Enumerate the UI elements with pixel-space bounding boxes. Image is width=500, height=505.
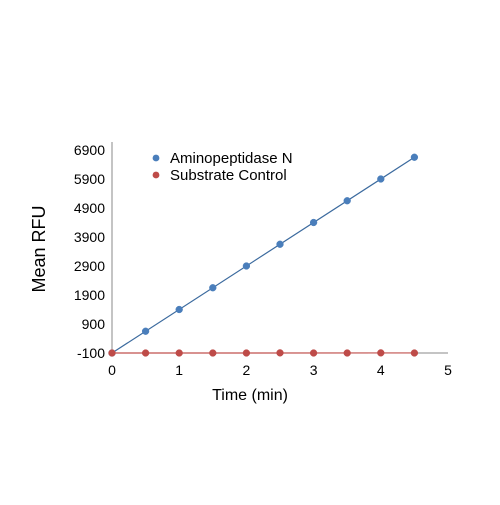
x-tick-label: 1 xyxy=(175,362,183,378)
data-point xyxy=(377,349,384,356)
data-point xyxy=(310,219,317,226)
data-point xyxy=(277,241,284,248)
data-point xyxy=(377,176,384,183)
y-tick-label: 5900 xyxy=(74,171,105,187)
x-tick-label: 3 xyxy=(310,362,318,378)
y-tick-label: 4900 xyxy=(74,200,105,216)
x-tick-label: 5 xyxy=(444,362,452,378)
y-tick-label: 6900 xyxy=(74,142,105,158)
data-point xyxy=(411,350,418,357)
x-tick-label: 4 xyxy=(377,362,385,378)
data-point xyxy=(411,154,418,161)
y-tick-label: -100 xyxy=(77,345,105,361)
data-point xyxy=(344,350,351,357)
y-tick-label: 2900 xyxy=(74,258,105,274)
y-tick-label: 900 xyxy=(82,316,106,332)
data-point xyxy=(142,350,149,357)
data-point xyxy=(109,350,116,357)
x-tick-label: 0 xyxy=(108,362,116,378)
data-point xyxy=(243,350,250,357)
y-axis-title: Mean RFU xyxy=(29,205,49,292)
trendline-aminopeptidase-n xyxy=(112,157,414,353)
data-point xyxy=(176,306,183,313)
data-point xyxy=(142,328,149,335)
x-tick-label: 2 xyxy=(243,362,251,378)
data-point xyxy=(243,263,250,270)
series-aminopeptidase-n xyxy=(109,154,418,357)
data-point xyxy=(310,350,317,357)
series-substrate-control xyxy=(109,349,418,356)
series-layer xyxy=(109,154,418,357)
legend-marker xyxy=(153,155,160,162)
data-point xyxy=(176,350,183,357)
legend-marker xyxy=(153,172,160,179)
data-point xyxy=(209,350,216,357)
data-point xyxy=(209,284,216,291)
legend-label: Aminopeptidase N xyxy=(170,150,293,167)
legend-label: Substrate Control xyxy=(170,167,287,184)
y-tick-label: 1900 xyxy=(74,287,105,303)
x-axis-title: Time (min) xyxy=(212,387,288,404)
data-point xyxy=(277,349,284,356)
data-point xyxy=(344,197,351,204)
y-tick-label: 3900 xyxy=(74,229,105,245)
